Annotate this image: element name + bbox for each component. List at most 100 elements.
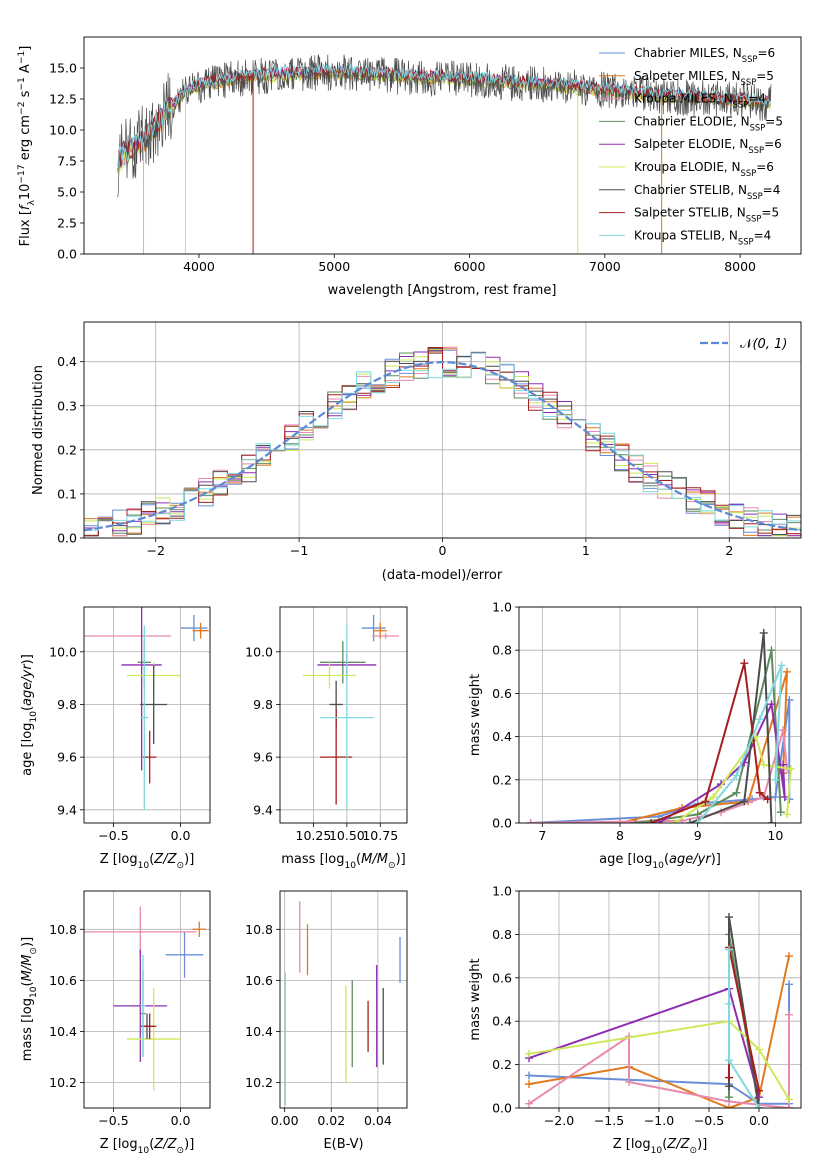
- age-vs-z-tick-label-x: −0.5: [98, 828, 128, 843]
- mass-weight-vs-age-marker: [767, 646, 776, 655]
- mass-weight-vs-z-marker: [625, 1077, 633, 1086]
- mass-vs-ebv-tick-label-x: 0.00: [271, 1113, 299, 1128]
- mass-weight-vs-age-marker: [755, 788, 764, 797]
- mass-vs-z-tick-label-y: 10.8: [49, 922, 77, 937]
- mass-weight-vs-age-marker: [732, 788, 741, 797]
- spectrum-axes: 4000 5000 6000 7000 8000 0.0 2.5 5.0 7.5 10.0 12.5…: [49, 61, 756, 275]
- mass-weight-vs-age-frame: [518, 606, 802, 824]
- mass-weight-vs-age-marker: [783, 667, 792, 676]
- mass-weight-vs-age-tick-label-y: 0.2: [492, 772, 512, 787]
- mass-weight-vs-z-lines: [525, 913, 793, 1108]
- legend-label: Chabrier STELIB, NSSP=4: [634, 183, 780, 201]
- mass-vs-z-axes: −0.5 0.0 10.2 10.4 10.6 10.8: [49, 891, 210, 1128]
- mass-weight-vs-z-tick-label-x: 0.0: [749, 1113, 769, 1128]
- legend-label: Salpeter STELIB, NSSP=5: [634, 206, 779, 224]
- mass-weight-vs-z-tick-label-x: −1.0: [644, 1113, 674, 1128]
- residuals-tick-label-y: 0.2: [57, 442, 77, 457]
- mass-weight-vs-z-marker: [785, 980, 793, 989]
- mass-weight-vs-z-tick-label-y: 1.0: [492, 884, 512, 899]
- residuals-tick-label-y: 0.1: [57, 486, 77, 501]
- mass-vs-z-points: [84, 906, 206, 1091]
- mass-weight-vs-age-marker: [693, 819, 702, 823]
- residuals-tick-label-x: 1: [582, 543, 590, 558]
- legend-label: Chabrier ELODIE, NSSP=5: [634, 114, 783, 132]
- mass-weight-vs-age-marker: [526, 819, 535, 823]
- residuals-tick-label-y: 0.4: [57, 354, 77, 369]
- age-vs-mass-tick-label-y: 9.6: [253, 750, 273, 765]
- mass-weight-vs-age-marker: [701, 797, 710, 806]
- mass-weight-vs-z-marker: [755, 1045, 763, 1054]
- mass-weight-vs-age-marker: [615, 819, 624, 823]
- spectrum-frame: [83, 36, 802, 255]
- mass-weight-vs-age-marker: [732, 771, 741, 780]
- residuals-tick-label-x: 2: [725, 543, 733, 558]
- mass-vs-z-frame: [83, 890, 211, 1109]
- residuals-tick-label-x: −2: [146, 543, 164, 558]
- mass-vs-ebv-xlabel: E(B-V): [323, 1137, 363, 1152]
- mass-weight-vs-z-marker: [785, 952, 793, 961]
- residuals-xlabel: (data-model)/error: [382, 568, 503, 583]
- age-vs-mass-tick-label-y: 9.8: [253, 697, 273, 712]
- age-vs-z-axes: −0.5 0.0 9.4 9.6 9.8 10.0: [49, 607, 210, 843]
- mass-weight-vs-z-line-kroupa-miles: [528, 1014, 790, 1108]
- mass-weight-vs-age-marker: [670, 819, 679, 823]
- residuals-ylabel: Normed distribution: [31, 365, 46, 495]
- residual-histograms: [84, 346, 801, 537]
- mass-vs-ebv-tick-label-y: 10.6: [245, 973, 273, 988]
- mass-weight-vs-age-marker: [767, 819, 776, 823]
- mass-weight-vs-z-line-chabrier-stelib: [728, 916, 760, 1108]
- residuals-tick-label-x: 0: [439, 543, 447, 558]
- spectrum-legend: Chabrier MILES, NSSP=6 Salpeter MILES, NS…: [599, 46, 783, 246]
- mass-weight-vs-age-tick-label-x: 9: [694, 828, 702, 843]
- mass-vs-ebv-tick-label-x: 0.02: [317, 1113, 345, 1128]
- mass-weight-vs-age-marker: [783, 810, 792, 819]
- mass-weight-vs-age-marker: [693, 810, 702, 819]
- mass-weight-vs-z-marker: [525, 1099, 533, 1108]
- age-vs-z-points: [84, 607, 209, 810]
- mass-vs-z-tick-label-y: 10.4: [49, 1024, 77, 1039]
- mass-weight-vs-z-tick-label-x: −0.5: [694, 1113, 724, 1128]
- mass-weight-vs-age-marker: [759, 628, 768, 637]
- mass-weight-vs-z-tick-label-y: 0.2: [492, 1057, 512, 1072]
- age-vs-mass-tick-label-y: 10.0: [245, 644, 273, 659]
- mass-weight-vs-age-marker: [771, 775, 780, 784]
- legend-label: Chabrier MILES, NSSP=6: [634, 46, 775, 64]
- mass-vs-ebv-tick-label-y: 10.4: [245, 1024, 273, 1039]
- legend-label: Kroupa ELODIE, NSSP=6: [634, 160, 774, 178]
- mass-weight-vs-age-marker: [771, 793, 780, 802]
- spectrum-tick-label-x: 5000: [318, 259, 350, 274]
- spectrum-xlabel: wavelength [Angstrom, rest frame]: [328, 283, 557, 298]
- legend-label-normal: 𝒩(0, 1): [740, 337, 787, 352]
- residuals-tick-label-x: −1: [290, 543, 308, 558]
- mass-weight-vs-age-marker: [755, 715, 764, 724]
- age-vs-z-ylabel: age [log10(age/yr)]: [20, 654, 39, 776]
- spectrum-tick-label-y: 7.5: [57, 154, 77, 169]
- mass-weight-vs-z-tick-label-x: −2.0: [544, 1113, 574, 1128]
- mass-weight-vs-z-marker: [785, 1010, 793, 1019]
- mass-vs-ebv-axes: 0.00 0.02 0.04 10.2 10.4 10.6 10.8: [245, 891, 407, 1128]
- legend-label: Salpeter ELODIE, NSSP=6: [634, 137, 782, 155]
- mass-weight-vs-z-tick-label-x: −1.5: [594, 1113, 624, 1128]
- mass-weight-vs-age-marker: [777, 661, 786, 670]
- mass-weight-vs-age-xlabel: age [log10(age/yr)]: [599, 852, 721, 871]
- mass-weight-vs-z-frame: [518, 890, 802, 1109]
- mass-vs-ebv-frame: [279, 890, 408, 1109]
- spectrum-tick-label-x: 4000: [183, 259, 215, 274]
- mass-weight-vs-age-marker: [740, 797, 749, 806]
- mass-weight-vs-z-marker: [525, 1080, 533, 1089]
- mass-weight-vs-age-tick-label-x: 7: [538, 828, 546, 843]
- mass-weight-vs-age-marker: [767, 700, 776, 709]
- mass-weight-vs-z-marker: [525, 1071, 533, 1080]
- mass-weight-vs-z-marker: [785, 1104, 793, 1108]
- spectrum-tick-label-y: 12.5: [49, 92, 77, 107]
- mass-weight-vs-z-marker: [725, 1093, 733, 1102]
- legend-label: Salpeter MILES, NSSP=5: [634, 69, 774, 87]
- mass-weight-vs-age-tick-label-x: 10: [767, 828, 783, 843]
- mass-weight-vs-age-tick-label-y: 0.4: [492, 729, 512, 744]
- mass-weight-vs-age-line-salpeter-elodie: [658, 700, 786, 823]
- spectrum-tick-label-y: 15.0: [49, 61, 77, 76]
- age-vs-mass-xlabel: mass [log10(M/M⊙)]: [281, 852, 405, 871]
- mass-weight-vs-age-lines: [526, 628, 795, 823]
- spectrum-tick-label-x: 8000: [724, 259, 756, 274]
